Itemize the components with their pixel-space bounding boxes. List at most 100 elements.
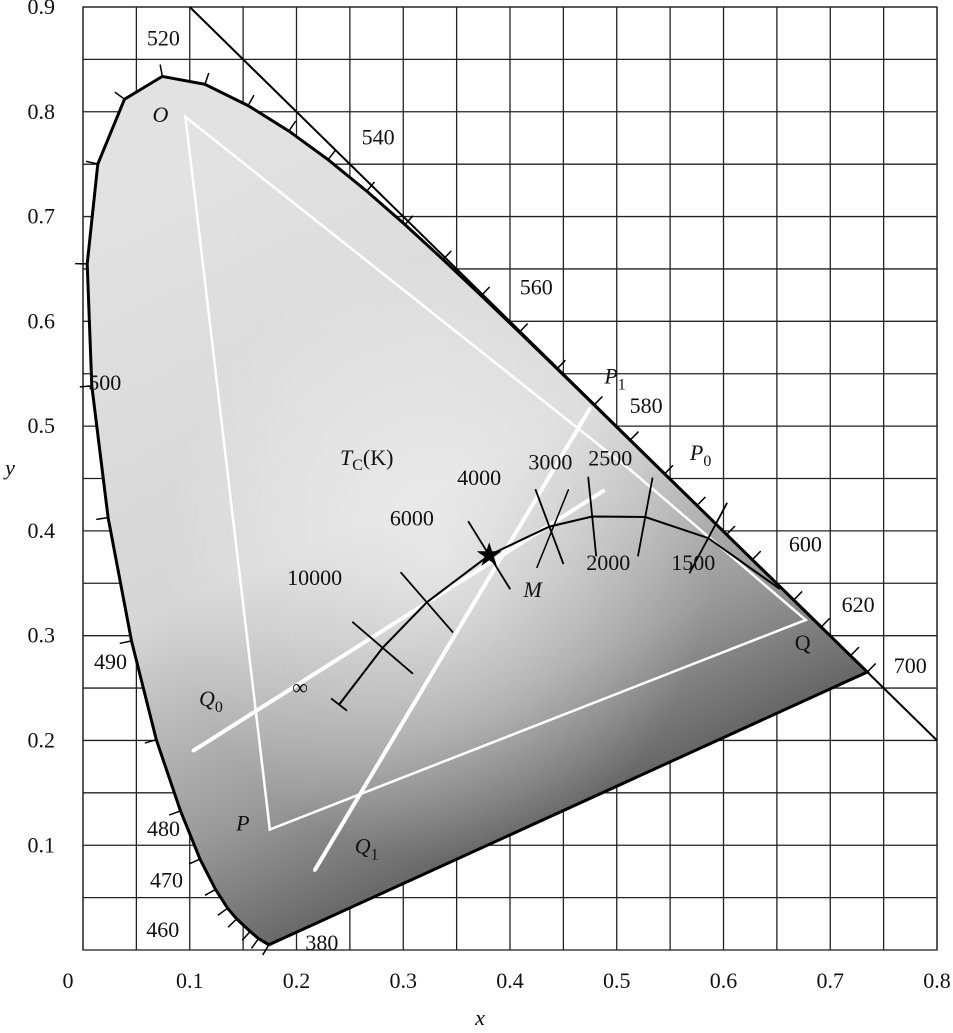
locus-tick bbox=[556, 359, 566, 370]
white-line-thick bbox=[312, 407, 592, 872]
wavelength-label: 460 bbox=[146, 917, 179, 942]
locus-tick bbox=[480, 286, 491, 297]
locus-tick bbox=[327, 149, 337, 161]
point-label-text: M bbox=[523, 577, 544, 602]
reference-line bbox=[189, 6, 938, 742]
locus-tick bbox=[404, 215, 414, 226]
y-tick-label: 0.5 bbox=[28, 413, 56, 438]
wavelength-label: 520 bbox=[147, 25, 180, 50]
point-label: P0 bbox=[689, 440, 711, 470]
x-tick-label: 0.2 bbox=[283, 968, 311, 993]
leader-line bbox=[536, 488, 570, 569]
x-tick-label: 0.7 bbox=[817, 968, 845, 993]
isotemperature-line bbox=[688, 502, 728, 574]
plot-area: 380 460 470 480 490 500 520 540 560 580 600 620 700 O… bbox=[75, 6, 938, 956]
locus-tick bbox=[119, 640, 132, 645]
x-axis-label: x bbox=[474, 1005, 485, 1030]
locus-tick bbox=[96, 516, 109, 521]
x-tick-label: 0.8 bbox=[923, 968, 951, 993]
temperature-heading: TC(K) bbox=[340, 445, 393, 474]
locus-tick bbox=[593, 395, 604, 406]
point-label-text: P bbox=[235, 811, 249, 836]
locus-tick bbox=[227, 918, 238, 928]
point bbox=[629, 468, 633, 472]
gamut-glow bbox=[87, 76, 868, 945]
locus-tick bbox=[159, 64, 164, 77]
locus-tick bbox=[849, 646, 860, 657]
locus-tick bbox=[751, 550, 762, 561]
y-axis-label: y bbox=[3, 455, 15, 480]
locus-tick bbox=[726, 525, 736, 536]
wavelength-label: 620 bbox=[842, 592, 875, 617]
point bbox=[183, 115, 187, 119]
point bbox=[588, 406, 592, 410]
locus-tick bbox=[168, 810, 181, 816]
x-tick-label: 0.3 bbox=[390, 968, 418, 993]
point-label-subscript: 1 bbox=[371, 846, 379, 863]
x-tick-label: 0.6 bbox=[710, 968, 738, 993]
y-tick-label: 0.8 bbox=[28, 99, 56, 124]
wavelength-label: 560 bbox=[520, 275, 553, 300]
point-label-subscript: 1 bbox=[618, 376, 626, 393]
locus-tick bbox=[241, 930, 251, 941]
isotemperature-line bbox=[399, 571, 454, 634]
wavelength-label: 480 bbox=[147, 816, 180, 841]
x-tick-label: 0.4 bbox=[496, 968, 524, 993]
y-tick-label: 0.2 bbox=[28, 727, 56, 752]
wavelength-label: 540 bbox=[362, 125, 395, 150]
locus-tick bbox=[250, 938, 260, 949]
point-label: P bbox=[235, 811, 249, 836]
locus-tick bbox=[366, 181, 376, 192]
locus-tick bbox=[114, 91, 125, 100]
locus-tick bbox=[518, 323, 529, 333]
wavelength-label: 380 bbox=[305, 930, 338, 955]
point-label: M bbox=[523, 577, 544, 602]
point bbox=[804, 618, 808, 622]
wavelength-label: 580 bbox=[630, 393, 663, 418]
point bbox=[313, 868, 317, 872]
temperature-label: 10000 bbox=[287, 565, 342, 590]
y-tick-label: 0.3 bbox=[28, 623, 56, 648]
temperature-subscript: C bbox=[352, 457, 363, 474]
y-tick-label: 0.1 bbox=[28, 832, 56, 857]
temperature-symbol: T bbox=[340, 445, 354, 470]
locus-tick bbox=[820, 617, 831, 628]
locus-tick bbox=[204, 72, 210, 85]
locus-tick bbox=[85, 160, 99, 165]
y-tick-label: 0.4 bbox=[28, 518, 56, 543]
isotemperature-line bbox=[330, 697, 348, 712]
wavelength-label: 470 bbox=[150, 867, 183, 892]
locus-tick bbox=[288, 120, 297, 132]
locus-tick bbox=[664, 464, 674, 475]
locus-tick bbox=[217, 907, 229, 916]
locus-tick bbox=[144, 738, 157, 744]
point-label-subscript: 0 bbox=[703, 453, 711, 470]
wavelength-label: 700 bbox=[894, 653, 927, 678]
y-tick-label: 0.9 bbox=[28, 0, 56, 19]
point-label-text: P bbox=[603, 363, 617, 388]
temperature-label: 2500 bbox=[588, 446, 632, 471]
y-tick-label: 0.6 bbox=[28, 308, 56, 333]
locus-tick bbox=[629, 431, 640, 441]
point-label-text: Q bbox=[355, 833, 371, 858]
temperature-label: 1500 bbox=[671, 550, 715, 575]
temperature-label: 4000 bbox=[457, 465, 501, 490]
wavelength-label: 490 bbox=[94, 649, 127, 674]
locus-tick bbox=[866, 662, 877, 673]
locus-tick bbox=[79, 385, 92, 388]
x-tick-label: 0 bbox=[63, 968, 74, 993]
isotemperature-line bbox=[637, 477, 654, 557]
locus-tick bbox=[188, 858, 201, 865]
isotemperature-line bbox=[534, 488, 565, 565]
y-tick-label: 0.7 bbox=[28, 204, 56, 229]
point-label-text: P bbox=[689, 440, 703, 465]
x-tick-label: 0.1 bbox=[176, 968, 204, 993]
temperature-label: 2000 bbox=[586, 550, 630, 575]
reference-star bbox=[476, 542, 502, 566]
point-label: P1 bbox=[603, 363, 625, 393]
locus-tick bbox=[696, 496, 706, 507]
isotemperature-line bbox=[587, 476, 598, 557]
wavelength-label: 500 bbox=[88, 370, 121, 395]
point bbox=[268, 828, 272, 832]
